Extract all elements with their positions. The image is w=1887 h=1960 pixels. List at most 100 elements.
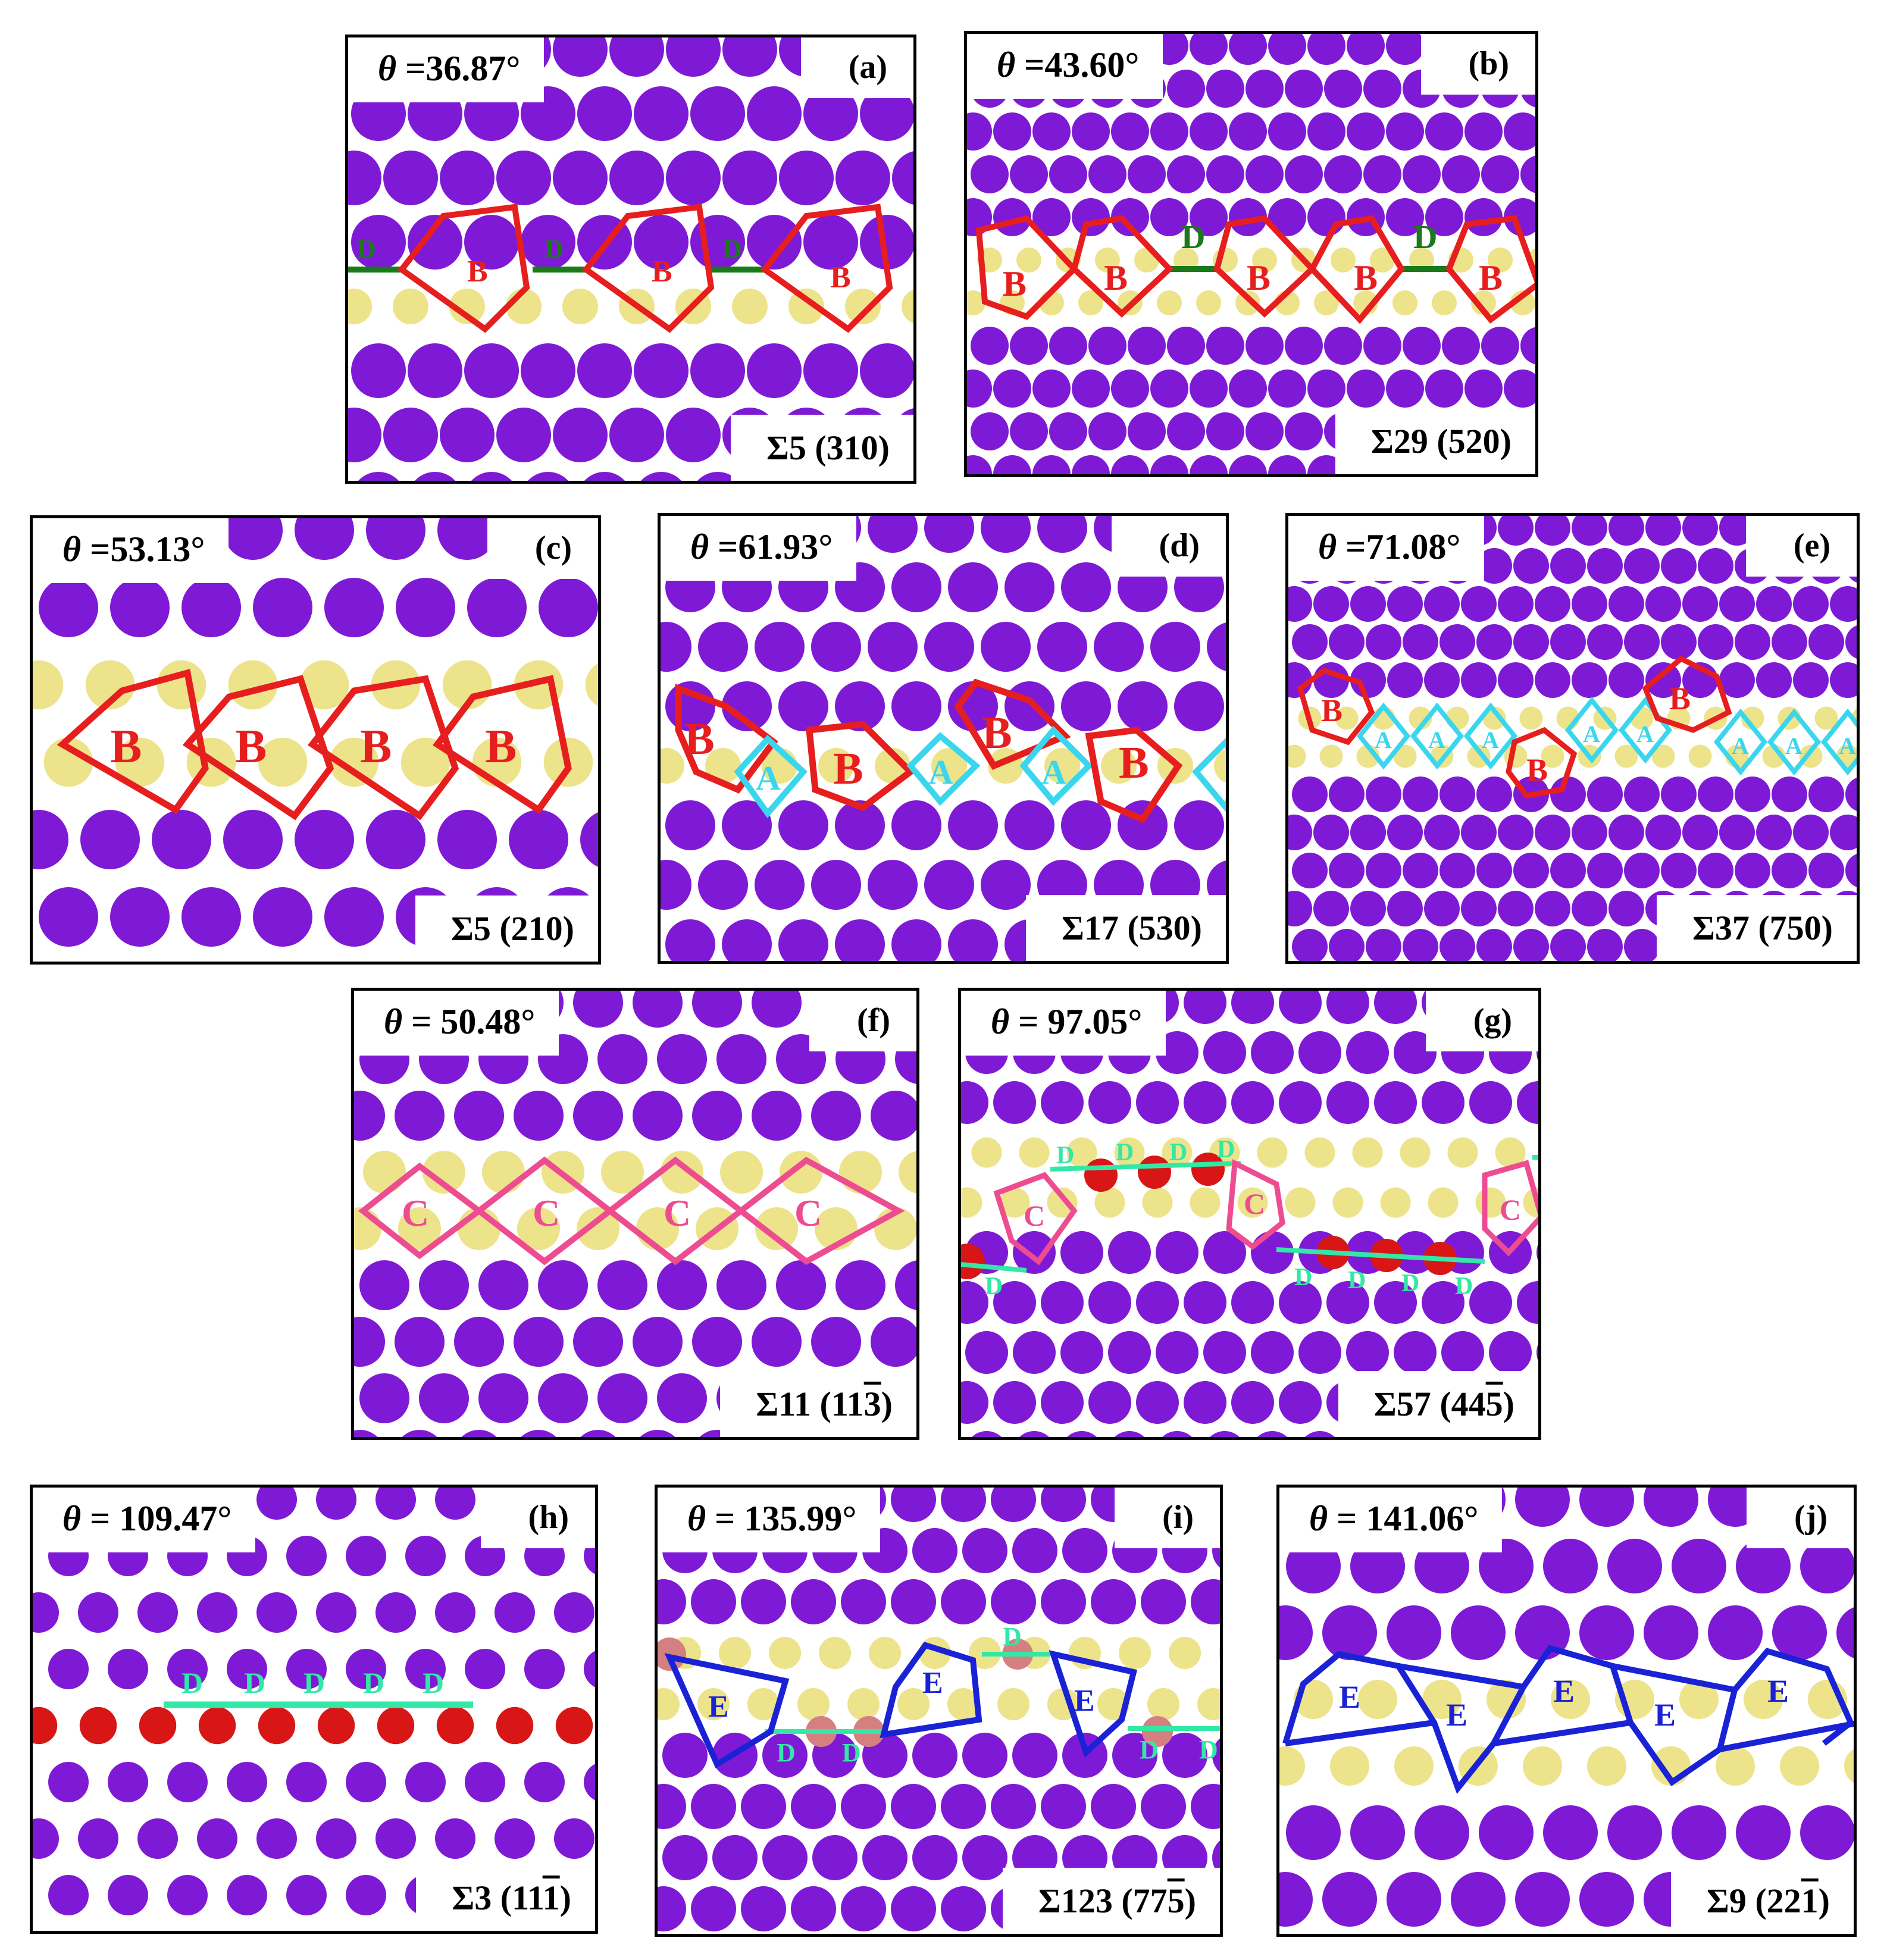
bulk-atom xyxy=(554,1592,594,1633)
boundary-atom xyxy=(1291,248,1316,273)
bulk-atom xyxy=(752,1091,802,1141)
bulk-atom xyxy=(464,343,519,398)
bulk-atom xyxy=(634,343,689,398)
bulk-atom xyxy=(722,681,772,731)
bulk-atom xyxy=(1587,929,1623,961)
boundary-atom xyxy=(577,1207,619,1250)
boundary-atom xyxy=(1814,706,1838,730)
boundary-atom xyxy=(423,1151,465,1194)
bulk-atom xyxy=(1347,112,1385,151)
bulk-atom xyxy=(722,800,772,850)
bulk-atom xyxy=(912,1835,957,1880)
bulk-atom xyxy=(776,1260,826,1310)
bulk-atom xyxy=(691,1579,736,1624)
boundary-atom xyxy=(228,660,278,710)
bulk-atom xyxy=(1476,548,1512,584)
bulk-atom xyxy=(580,1430,616,1437)
bulk-atom xyxy=(1088,1281,1131,1324)
bulk-atom xyxy=(1607,1805,1662,1860)
bulk-atom xyxy=(891,1886,936,1931)
bulk-atom xyxy=(1387,586,1423,622)
boundary-atom xyxy=(1147,1688,1179,1720)
bulk-atom xyxy=(1037,622,1087,672)
bulk-atom xyxy=(405,1762,446,1802)
bulk-atom xyxy=(1292,929,1328,961)
bulk-atom xyxy=(891,1579,936,1624)
bulk-atom xyxy=(1167,155,1205,193)
boundary-atom xyxy=(847,1688,880,1720)
boundary-atom xyxy=(1519,706,1543,730)
bulk-atom xyxy=(948,562,998,612)
bulk-atom xyxy=(1481,155,1519,193)
boundary-atom xyxy=(977,248,1002,273)
bulk-atom xyxy=(454,1091,504,1141)
boundary-atom xyxy=(1298,706,1322,730)
boundary-atom xyxy=(449,289,485,324)
bulk-atom xyxy=(1772,624,1807,660)
bulk-atom xyxy=(835,800,885,850)
bulk-atom xyxy=(665,919,715,961)
bulk-atom xyxy=(464,215,519,270)
boundary-atom xyxy=(902,289,913,324)
boundary-atom xyxy=(747,1688,780,1720)
bulk-atom xyxy=(1579,1605,1634,1660)
boundary-atom xyxy=(1704,706,1728,730)
bulk-atom xyxy=(435,1931,475,1934)
bulk-atom xyxy=(1682,586,1718,622)
bulk-atom xyxy=(967,455,992,474)
boundary-atom xyxy=(458,1207,500,1250)
boundary-atom xyxy=(329,737,379,787)
bulk-atom xyxy=(1504,198,1535,236)
bulk-atom xyxy=(597,1260,647,1310)
bulk-atom xyxy=(1268,112,1306,151)
bulk-atom xyxy=(1288,891,1312,926)
boundary-atom xyxy=(1157,290,1182,315)
bulk-atom xyxy=(1212,1738,1220,1773)
bulk-atom xyxy=(1285,155,1323,193)
boundary-atom xyxy=(115,737,165,787)
boundary-atom xyxy=(1134,248,1159,273)
bulk-atom xyxy=(1108,1231,1151,1274)
bulk-atom xyxy=(1350,891,1386,926)
bulk-atom xyxy=(1298,1331,1341,1374)
boundary-atom xyxy=(1725,744,1749,768)
bulk-atom xyxy=(1061,800,1111,850)
boundary-atom xyxy=(1587,1746,1626,1786)
bulk-atom xyxy=(1206,412,1244,450)
bulk-atom xyxy=(1049,155,1087,193)
bulk-atom xyxy=(924,622,974,672)
boundary-atom xyxy=(85,660,135,710)
bulk-atom xyxy=(1346,1031,1389,1074)
bulk-atom xyxy=(316,1931,356,1934)
boundary-atom xyxy=(815,1207,858,1250)
boundary-atom xyxy=(636,1207,679,1250)
bulk-atom xyxy=(1800,1539,1854,1593)
boundary-atom xyxy=(1279,1746,1305,1786)
boundary-atom xyxy=(1237,1187,1268,1218)
bulk-atom xyxy=(1156,1231,1198,1274)
bulk-atom xyxy=(573,1091,623,1141)
bulk-atom xyxy=(1845,778,1857,811)
bulk-atom xyxy=(1279,1605,1313,1660)
bulk-atom xyxy=(1587,548,1623,584)
bulk-atom xyxy=(812,1835,858,1880)
bulk-atom xyxy=(871,1317,916,1367)
bulk-atom xyxy=(1451,1872,1506,1927)
bulk-atom xyxy=(692,991,742,1028)
bulk-atom xyxy=(1060,1331,1103,1374)
bulk-atom xyxy=(1207,622,1226,671)
bulk-atom xyxy=(841,1784,886,1829)
bulk-atom xyxy=(375,1592,416,1633)
bulk-atom xyxy=(1061,562,1111,612)
bulk-atom xyxy=(1307,34,1345,65)
bulk-atom xyxy=(722,151,777,205)
bulk-atom xyxy=(1307,370,1345,408)
bulk-atom xyxy=(666,37,721,77)
bulk-atom xyxy=(1326,1081,1369,1124)
boundary-atom xyxy=(1741,706,1764,730)
bulk-atom xyxy=(609,37,664,77)
bulk-atom xyxy=(657,1260,707,1310)
bulk-atom xyxy=(1268,34,1306,65)
bulk-atom xyxy=(1535,891,1570,926)
bulk-atom xyxy=(78,1592,118,1633)
